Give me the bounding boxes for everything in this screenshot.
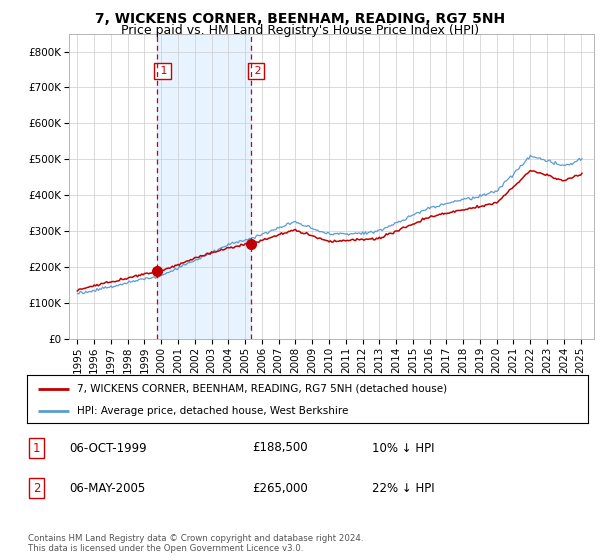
Text: HPI: Average price, detached house, West Berkshire: HPI: Average price, detached house, West…: [77, 406, 349, 416]
Text: £188,500: £188,500: [252, 441, 308, 455]
Text: Contains HM Land Registry data © Crown copyright and database right 2024.
This d: Contains HM Land Registry data © Crown c…: [28, 534, 364, 553]
Text: 06-MAY-2005: 06-MAY-2005: [69, 482, 145, 495]
Text: 1: 1: [33, 441, 41, 455]
Text: 1: 1: [157, 66, 168, 76]
Text: 7, WICKENS CORNER, BEENHAM, READING, RG7 5NH (detached house): 7, WICKENS CORNER, BEENHAM, READING, RG7…: [77, 384, 448, 394]
Text: Price paid vs. HM Land Registry's House Price Index (HPI): Price paid vs. HM Land Registry's House …: [121, 24, 479, 36]
Text: 10% ↓ HPI: 10% ↓ HPI: [372, 441, 434, 455]
Text: £265,000: £265,000: [252, 482, 308, 495]
Bar: [157, 34, 251, 339]
Text: 7, WICKENS CORNER, BEENHAM, READING, RG7 5NH: 7, WICKENS CORNER, BEENHAM, READING, RG7…: [95, 12, 505, 26]
Text: 2: 2: [33, 482, 41, 495]
Text: 22% ↓ HPI: 22% ↓ HPI: [372, 482, 434, 495]
Text: 2: 2: [251, 66, 262, 76]
Text: 06-OCT-1999: 06-OCT-1999: [69, 441, 146, 455]
